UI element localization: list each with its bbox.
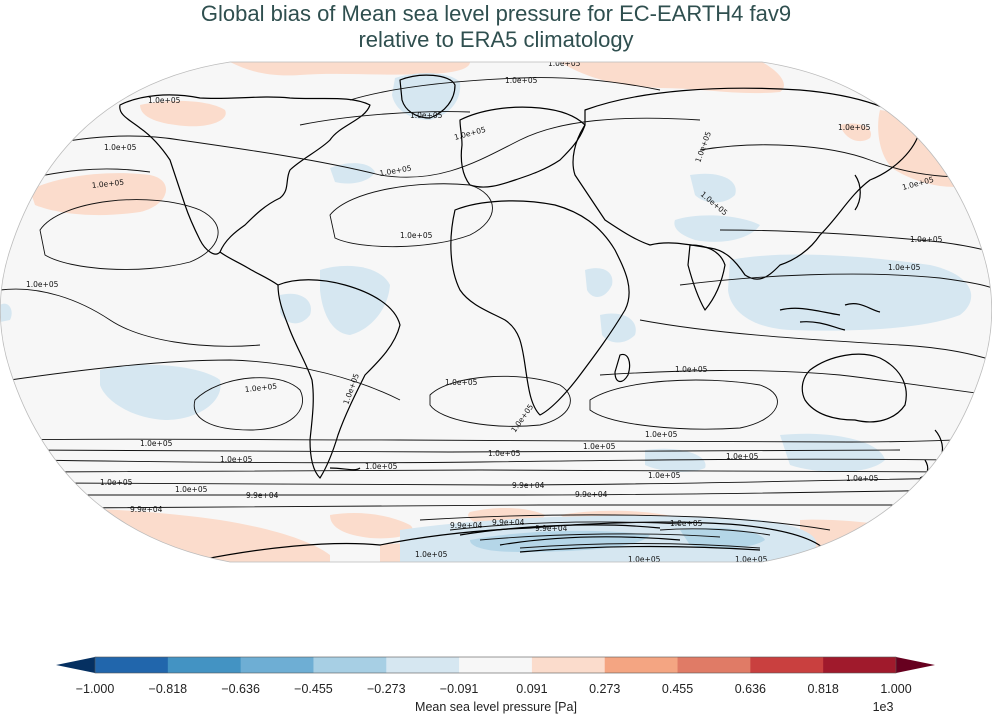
contour-label: 1.0e+05 <box>91 178 124 190</box>
contour-label: 1.0e+05 <box>726 452 759 461</box>
japan-outline <box>854 174 861 211</box>
colorbar-tick-label: 0.273 <box>589 682 621 696</box>
colorbar-segment <box>240 657 314 673</box>
contour-label: 1.0e+05 <box>548 59 581 68</box>
contour-label: 1.0e+05 <box>244 382 277 394</box>
colorbar-tick-label: −0.273 <box>366 682 406 696</box>
colorbar-tick-label: 0.818 <box>807 682 839 696</box>
contour-label: 1.0e+05 <box>365 462 398 471</box>
contour-label: 1.0e+05 <box>675 365 708 374</box>
colorbar-segment <box>531 657 606 673</box>
contour-label: 1.0e+05 <box>415 550 448 559</box>
contour-label: 1.0e+05 <box>628 555 661 564</box>
colorbar-segment <box>604 657 679 673</box>
colorbar-segment <box>313 657 387 673</box>
contour-label: 1.0e+05 <box>735 555 768 564</box>
contour-label: 9.9e+04 <box>512 481 545 490</box>
contour-label: 9.9e+04 <box>535 524 568 533</box>
contour-label: 1.0e+05 <box>220 455 253 464</box>
colorbar-label: Mean sea level pressure [Pa] <box>415 700 577 714</box>
colorbar-multiplier: 1e3 <box>872 700 894 714</box>
colorbar-tick-label: 0.455 <box>661 682 694 696</box>
contour-label: 1.0e+05 <box>410 111 443 120</box>
colorbar-tick-label: −0.455 <box>294 682 333 696</box>
colorbar-tick-label: 0.091 <box>516 682 548 696</box>
central-america-outline <box>219 251 279 286</box>
contour-label: 1.0e+05 <box>670 519 703 528</box>
contour-label: 1.0e+05 <box>148 96 181 105</box>
contour-label: 9.9e+04 <box>450 521 483 530</box>
contour-label: 9.9e+04 <box>246 491 279 500</box>
contour-label: 1.0e+05 <box>488 449 521 458</box>
contour-label: 1.0e+05 <box>140 439 173 448</box>
contour-label: 1.0e+05 <box>26 280 59 289</box>
colorbar-segment <box>823 657 897 673</box>
colorbar-segment <box>677 657 751 673</box>
map-plot-area: 1.0e+05 1.0e+05 1.0e+05 1.0e+05 1.0e+05 … <box>0 59 992 564</box>
antarctica-outline <box>199 521 831 561</box>
colorbar-segment <box>95 657 169 673</box>
contour-label: 1.0e+05 <box>888 263 921 272</box>
continents <box>119 74 944 561</box>
contour-label: 9.9e+04 <box>130 505 163 514</box>
map-title-line1: Global bias of Mean sea level pressure f… <box>200 1 792 26</box>
contour-label: 1.0e+05 <box>910 235 943 244</box>
contour-label: 1.0e+05 <box>445 378 478 387</box>
contour-label: 1.0e+05 <box>104 143 137 152</box>
globe-outline <box>0 61 992 563</box>
madagascar-outline <box>614 353 631 382</box>
europe-outline <box>459 106 586 188</box>
contour-label: 1.0e+05 <box>846 474 879 483</box>
colorbar-segment <box>386 657 460 673</box>
australia-outline <box>801 353 907 423</box>
colorbar-tick-label: −0.091 <box>439 682 479 696</box>
contour-label: 1.0e+05 <box>838 123 871 132</box>
contour-label: 1.0e+05 <box>583 442 616 451</box>
south-america-outline <box>277 279 401 479</box>
africa-outline <box>450 200 630 416</box>
colorbar-segment <box>167 657 242 673</box>
colorbar-tick-label: 0.636 <box>734 682 766 696</box>
contour-label: 9.9e+04 <box>492 518 525 527</box>
colorbar-tick-label: 1.000 <box>880 682 912 696</box>
indonesia-outline <box>779 303 881 331</box>
colorbar-segment <box>459 657 533 673</box>
colorbar-tick-label: −1.000 <box>75 682 115 696</box>
asia-outline <box>572 87 921 280</box>
contour-label: 9.9e+04 <box>575 490 608 499</box>
contour-label: 1.0e+05 <box>645 430 678 439</box>
contour-label: 1.0e+05 <box>648 471 681 480</box>
colorbar-tick-label: −0.818 <box>148 682 188 696</box>
contour-label: 1.0e+05 <box>400 231 433 240</box>
colorbar <box>56 656 935 674</box>
colorbar-over-arrow <box>896 657 935 673</box>
contour-label: 1.0e+05 <box>175 485 208 494</box>
globe-background <box>0 62 992 562</box>
contour-label: 1.0e+05 <box>100 478 133 487</box>
colorbar-under-arrow <box>56 657 95 673</box>
colorbar-tick-label: −0.636 <box>221 682 260 696</box>
map-title-line2: relative to ERA5 climatology <box>358 27 634 52</box>
contour-label: 1.0e+05 <box>505 76 538 85</box>
north-america-outline <box>119 94 371 255</box>
greenland-outline <box>399 74 456 119</box>
colorbar-segment <box>750 657 824 673</box>
